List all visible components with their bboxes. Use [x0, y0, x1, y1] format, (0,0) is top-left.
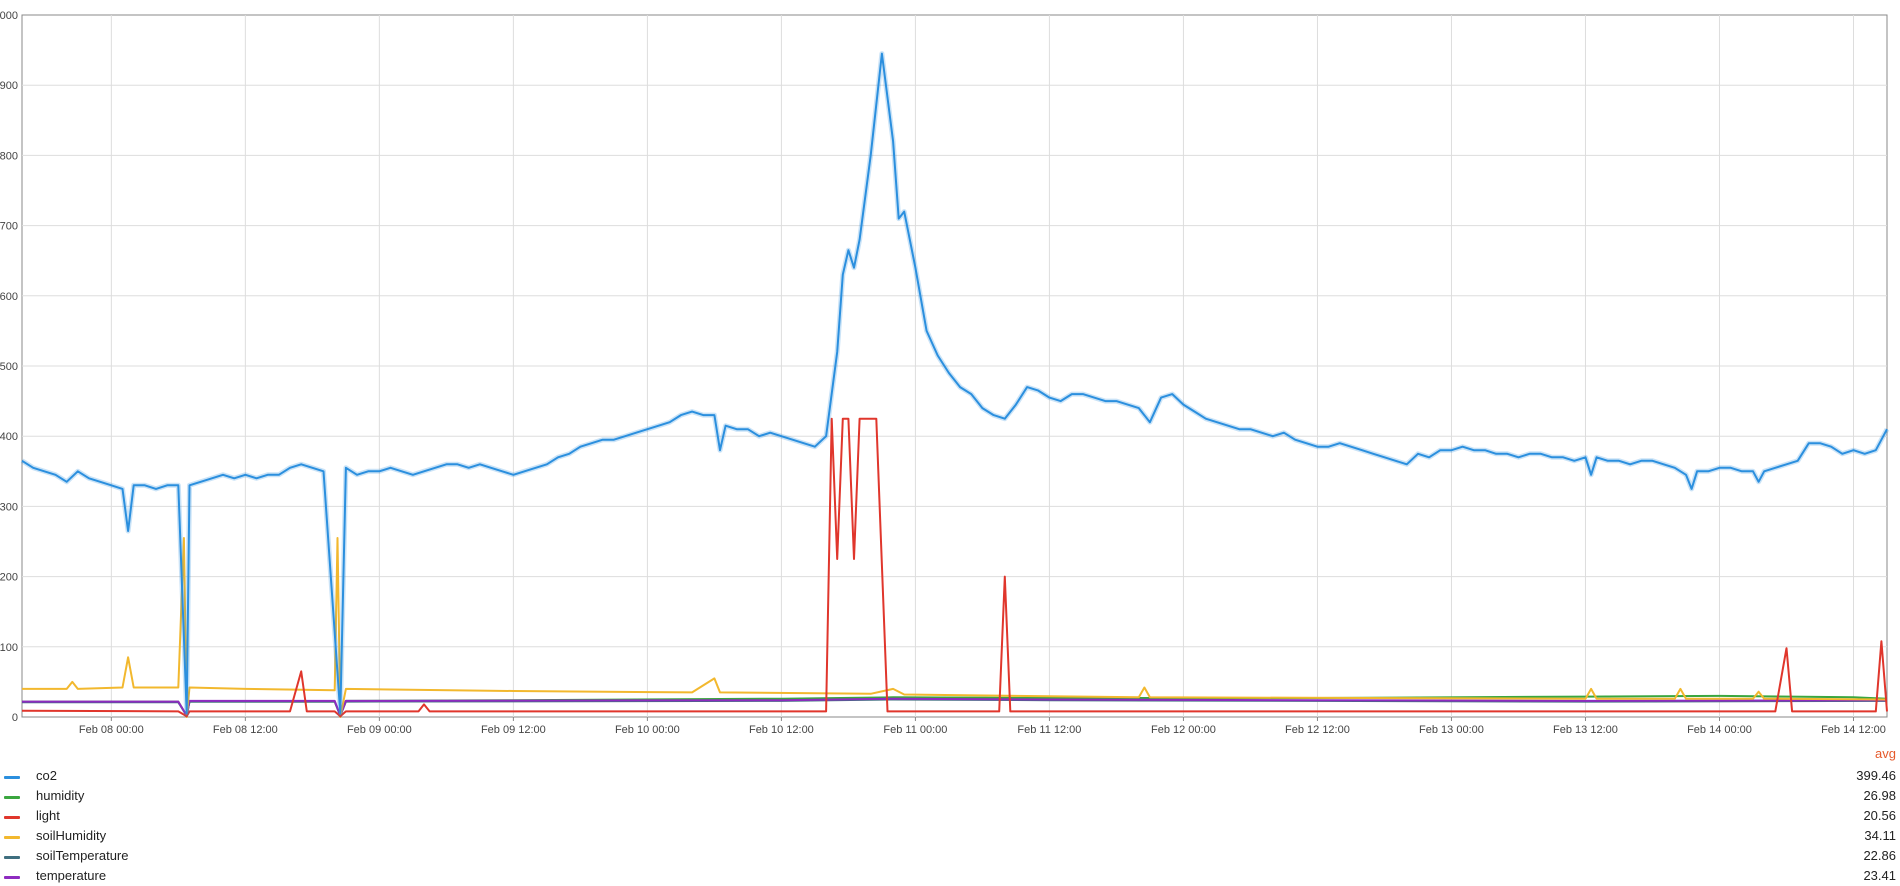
y-tick-label: 400	[0, 431, 18, 443]
legend-item-humidity[interactable]: humidity 26.98	[0, 786, 1900, 806]
legend-item-light[interactable]: light 20.56	[0, 806, 1900, 826]
legend-avg-value: 22.86	[1863, 848, 1896, 863]
legend-avg-value: 20.56	[1863, 808, 1896, 823]
series-line-soilhumidity[interactable]	[22, 537, 1888, 718]
x-tick-label: Feb 13 12:00	[1553, 724, 1618, 736]
legend-swatch	[4, 776, 20, 779]
legend-label: soilHumidity	[36, 828, 107, 843]
legend-swatch	[4, 816, 20, 819]
legend-avg-value: 399.46	[1856, 768, 1896, 783]
x-tick-label: Feb 13 00:00	[1419, 724, 1484, 736]
y-tick-label: 500	[0, 361, 18, 373]
x-tick-label: Feb 11 00:00	[883, 724, 947, 736]
x-tick-label: Feb 14 12:00	[1821, 724, 1886, 736]
x-tick-label: Feb 12 00:00	[1151, 724, 1216, 736]
x-tick-label: Feb 10 12:00	[749, 724, 814, 736]
legend-avg-value: 26.98	[1863, 788, 1896, 803]
gridlines	[22, 15, 1887, 717]
y-tick-label: 600	[0, 291, 18, 303]
x-tick-label: Feb 12 12:00	[1285, 724, 1350, 736]
x-tick-label: Feb 08 12:00	[213, 724, 278, 736]
x-tick-label: Feb 14 00:00	[1687, 724, 1752, 736]
x-tick-label: Feb 08 00:00	[79, 724, 144, 736]
legend-item-temperature[interactable]: temperature 23.41	[0, 866, 1900, 886]
series-line-co2[interactable]	[21, 52, 1888, 715]
legend-swatch	[4, 836, 20, 839]
legend-label: co2	[36, 768, 57, 783]
y-tick-label: 700	[0, 221, 18, 233]
legend-label: light	[36, 808, 60, 823]
y-tick-label: 300	[0, 501, 18, 513]
y-tick-label: 100	[0, 642, 18, 654]
legend-label: temperature	[36, 868, 107, 883]
y-tick-label: 200	[0, 572, 18, 584]
legend: avg co2 399.46 humidity 26.98 light 20.5…	[0, 740, 1900, 883]
x-tick-label: Feb 09 00:00	[347, 724, 412, 736]
legend-swatch	[4, 876, 20, 879]
series-lines	[20, 51, 1890, 718]
legend-avg-header: avg	[1875, 746, 1896, 761]
x-tick-label: Feb 09 12:00	[481, 724, 546, 736]
x-tick-label: Feb 11 12:00	[1017, 724, 1081, 736]
legend-avg-value: 23.41	[1863, 868, 1896, 883]
legend-avg-value: 34.11	[1864, 828, 1896, 843]
legend-item-soiltemperature[interactable]: soilTemperature 22.86	[0, 846, 1900, 866]
legend-item-soilhumidity[interactable]: soilHumidity 34.11	[0, 826, 1900, 846]
x-axis: Feb 08 00:00 Feb 08 12:00 Feb 09 00:00 Feb …	[79, 717, 1886, 736]
y-tick-label: 900	[0, 80, 18, 92]
y-tick-label: 0	[12, 712, 18, 724]
series-line-light[interactable]	[21, 417, 1888, 718]
legend-item-co2[interactable]: co2 399.46	[0, 766, 1900, 786]
legend-swatch	[4, 796, 20, 799]
x-tick-label: Feb 10 00:00	[615, 724, 680, 736]
legend-label: humidity	[36, 788, 85, 803]
legend-label: soilTemperature	[36, 848, 129, 863]
y-tick-label: 800	[0, 150, 18, 162]
legend-swatch	[4, 856, 20, 859]
